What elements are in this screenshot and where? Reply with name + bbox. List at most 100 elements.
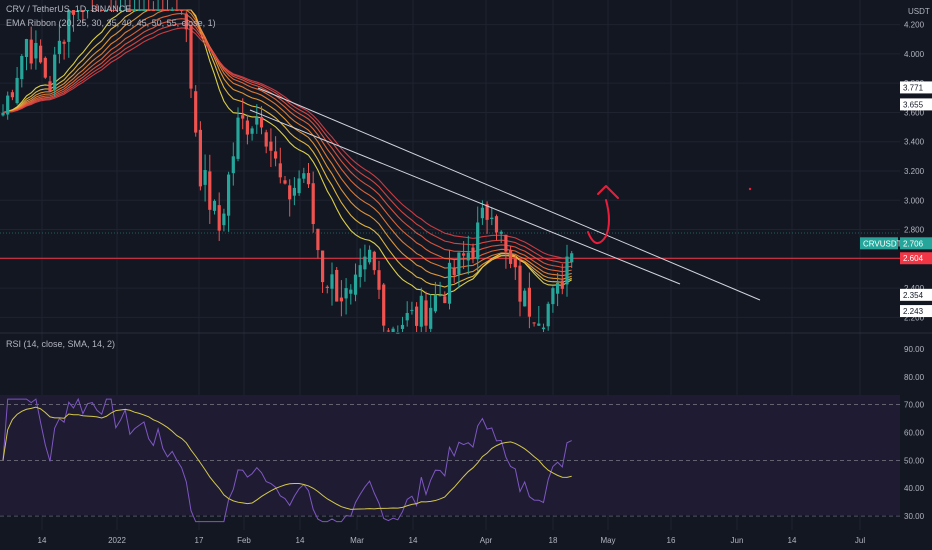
symbol-legend[interactable]: CRV / TetherUS, 1D, BINANCE xyxy=(6,4,132,14)
candle-body xyxy=(20,55,24,80)
candle-body xyxy=(391,328,395,332)
candle-body xyxy=(433,294,437,312)
candle-body xyxy=(325,286,329,288)
rsi-band xyxy=(0,395,900,515)
candle-body xyxy=(471,247,475,258)
candle-body xyxy=(245,120,249,135)
rsi-sma-line xyxy=(2,406,572,510)
time-tick: 2022 xyxy=(108,536,126,545)
candle-body xyxy=(447,262,452,304)
symbol-badge-text: CRVUSDT xyxy=(863,239,902,248)
candle-body xyxy=(128,10,132,11)
candle-body xyxy=(156,10,160,11)
candle-body xyxy=(410,309,414,311)
level-badge xyxy=(900,81,932,94)
trendline-lower xyxy=(249,109,681,285)
candle-body xyxy=(34,42,38,59)
candle-body xyxy=(551,288,555,305)
candle-body xyxy=(151,10,155,11)
candle-body xyxy=(457,252,461,275)
candle-body xyxy=(76,10,80,11)
candle-body xyxy=(123,10,127,11)
candle-body xyxy=(189,25,193,89)
candle-body xyxy=(537,323,541,326)
candle-body xyxy=(142,10,146,11)
level-badge xyxy=(900,98,932,111)
candle-body xyxy=(419,295,423,327)
candle-body xyxy=(274,151,278,159)
candles xyxy=(1,0,574,334)
trendline-upper xyxy=(257,87,761,301)
trendlines xyxy=(249,87,761,301)
candle-body xyxy=(222,213,226,226)
time-tick: May xyxy=(600,536,615,545)
price-tick: 2.200 xyxy=(904,313,925,322)
up-arrow-annotation xyxy=(587,185,752,244)
candle-body xyxy=(363,256,367,270)
candle-body xyxy=(170,10,174,11)
rsi-tick: 70.00 xyxy=(904,401,925,410)
candle-body xyxy=(255,117,259,125)
candle-body xyxy=(480,207,484,219)
candle-body xyxy=(161,10,165,11)
candle-body xyxy=(250,128,254,134)
candle-body xyxy=(208,171,212,210)
price-tick: 3.400 xyxy=(904,138,925,147)
ribbon-legend[interactable]: EMA Ribbon (20, 25, 30, 35, 40, 45, 50, … xyxy=(6,18,216,28)
candle-body xyxy=(311,183,315,225)
candle-body xyxy=(217,205,221,231)
candle-body xyxy=(165,10,170,11)
candle-body xyxy=(330,274,334,289)
candle-body xyxy=(570,253,574,263)
last-price-badge xyxy=(900,237,932,250)
candle-body xyxy=(429,307,433,329)
candle-body xyxy=(231,156,235,174)
time-tick: Feb xyxy=(237,536,251,545)
candle-body xyxy=(485,204,489,220)
candle-body xyxy=(316,228,320,251)
ema-line xyxy=(2,9,572,280)
candle-body xyxy=(203,170,207,185)
candle-body xyxy=(462,253,466,256)
time-axis[interactable]: 14 2022 17 Feb 14 Mar 14 Apr 18 May 16 Jun 14 Jul xyxy=(38,536,866,545)
candle-body xyxy=(513,258,517,268)
time-tick: Jul xyxy=(855,536,865,545)
candle-body xyxy=(518,265,522,302)
candle-body xyxy=(194,91,198,133)
candle-body xyxy=(565,256,569,285)
candle-body xyxy=(424,300,428,326)
time-tick: 17 xyxy=(195,536,204,545)
time-tick: 16 xyxy=(667,536,676,545)
candle-body xyxy=(212,200,217,211)
time-tick: Apr xyxy=(480,536,493,545)
candle-body xyxy=(86,10,90,11)
candle-body xyxy=(48,81,52,92)
candle-body xyxy=(175,10,179,11)
candle-body xyxy=(95,10,99,11)
candle-body xyxy=(39,45,43,63)
candle-body xyxy=(292,187,296,196)
candle-body xyxy=(372,251,376,271)
time-tick: Mar xyxy=(350,536,364,545)
candle-body xyxy=(476,222,480,260)
candle-body xyxy=(490,217,494,220)
candle-body xyxy=(180,10,184,11)
level-badge xyxy=(900,305,932,318)
candle-body xyxy=(269,141,273,151)
rsi-tick: 80.00 xyxy=(904,373,925,382)
rsi-tick: 30.00 xyxy=(904,512,925,521)
rsi-legend[interactable]: RSI (14, close, SMA, 14, 2) xyxy=(6,339,116,349)
candle-body xyxy=(29,39,33,64)
candle-body xyxy=(264,132,268,147)
candle-body xyxy=(53,54,57,90)
candle-body xyxy=(306,172,311,185)
red-level-text: 2.604 xyxy=(903,254,924,263)
candle-body xyxy=(405,313,409,321)
level-badge-text: 2.354 xyxy=(903,291,924,300)
rsi-axis[interactable]: 90.00 80.00 70.00 60.00 50.00 40.00 30.00 xyxy=(904,345,925,521)
candle-body xyxy=(104,10,108,11)
candle-body xyxy=(24,39,29,57)
price-axis[interactable]: USDT4.2004.0003.8003.6003.4003.2003.0002… xyxy=(904,7,930,322)
price-tick: 2.400 xyxy=(904,284,925,293)
